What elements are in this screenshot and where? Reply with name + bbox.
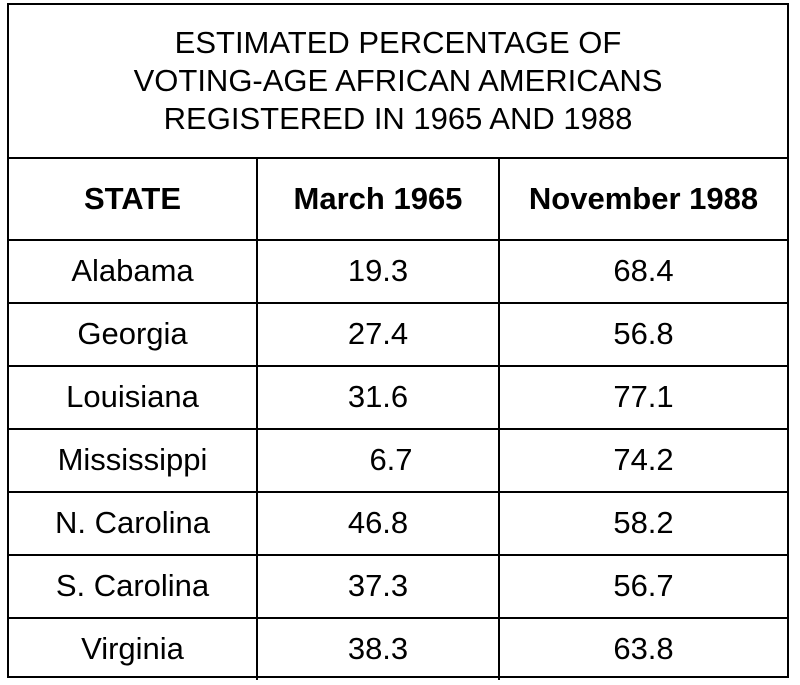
november-1988-cell: 56.8 [498, 302, 787, 367]
march-1965-cell: 31.6 [256, 365, 500, 430]
march-1965-cell: 38.3 [256, 617, 500, 680]
table-row: Alabama 19.3 68.4 [9, 239, 787, 304]
state-cell: Georgia [9, 302, 258, 367]
header-november-1988: November 1988 [498, 157, 787, 241]
state-cell: Louisiana [9, 365, 258, 430]
table-row: N. Carolina 46.8 58.2 [9, 491, 787, 556]
table-row: Mississippi 6.7 74.2 [9, 428, 787, 493]
title-line-2: VOTING-AGE AFRICAN AMERICANS [133, 63, 663, 99]
table-row: S. Carolina 37.3 56.7 [9, 554, 787, 619]
title-line-1: ESTIMATED PERCENTAGE OF [174, 25, 622, 61]
march-1965-cell: 37.3 [256, 554, 500, 619]
header-state: STATE [9, 157, 258, 241]
november-1988-cell: 68.4 [498, 239, 787, 304]
table-row: Louisiana 31.6 77.1 [9, 365, 787, 430]
title-row: ESTIMATED PERCENTAGE OF VOTING-AGE AFRIC… [9, 5, 787, 159]
november-1988-cell: 74.2 [498, 428, 787, 493]
table-row: Georgia 27.4 56.8 [9, 302, 787, 367]
november-1988-cell: 56.7 [498, 554, 787, 619]
november-1988-cell: 77.1 [498, 365, 787, 430]
march-1965-cell: 6.7 [256, 428, 500, 493]
header-march-1965: March 1965 [256, 157, 500, 241]
november-1988-cell: 58.2 [498, 491, 787, 556]
table-title: ESTIMATED PERCENTAGE OF VOTING-AGE AFRIC… [9, 5, 787, 159]
voter-registration-table: ESTIMATED PERCENTAGE OF VOTING-AGE AFRIC… [7, 3, 789, 680]
table-row: Virginia 38.3 63.8 [9, 617, 787, 680]
state-cell: Alabama [9, 239, 258, 304]
state-cell: Mississippi [9, 428, 258, 493]
march-1965-cell: 27.4 [256, 302, 500, 367]
march-1965-cell: 19.3 [256, 239, 500, 304]
state-cell: N. Carolina [9, 491, 258, 556]
title-line-3: REGISTERED IN 1965 AND 1988 [163, 100, 633, 136]
november-1988-cell: 63.8 [498, 617, 787, 680]
state-cell: Virginia [9, 617, 258, 680]
header-row: STATE March 1965 November 1988 [9, 157, 787, 241]
march-1965-cell: 46.8 [256, 491, 500, 556]
data-table: ESTIMATED PERCENTAGE OF VOTING-AGE AFRIC… [9, 5, 787, 680]
state-cell: S. Carolina [9, 554, 258, 619]
